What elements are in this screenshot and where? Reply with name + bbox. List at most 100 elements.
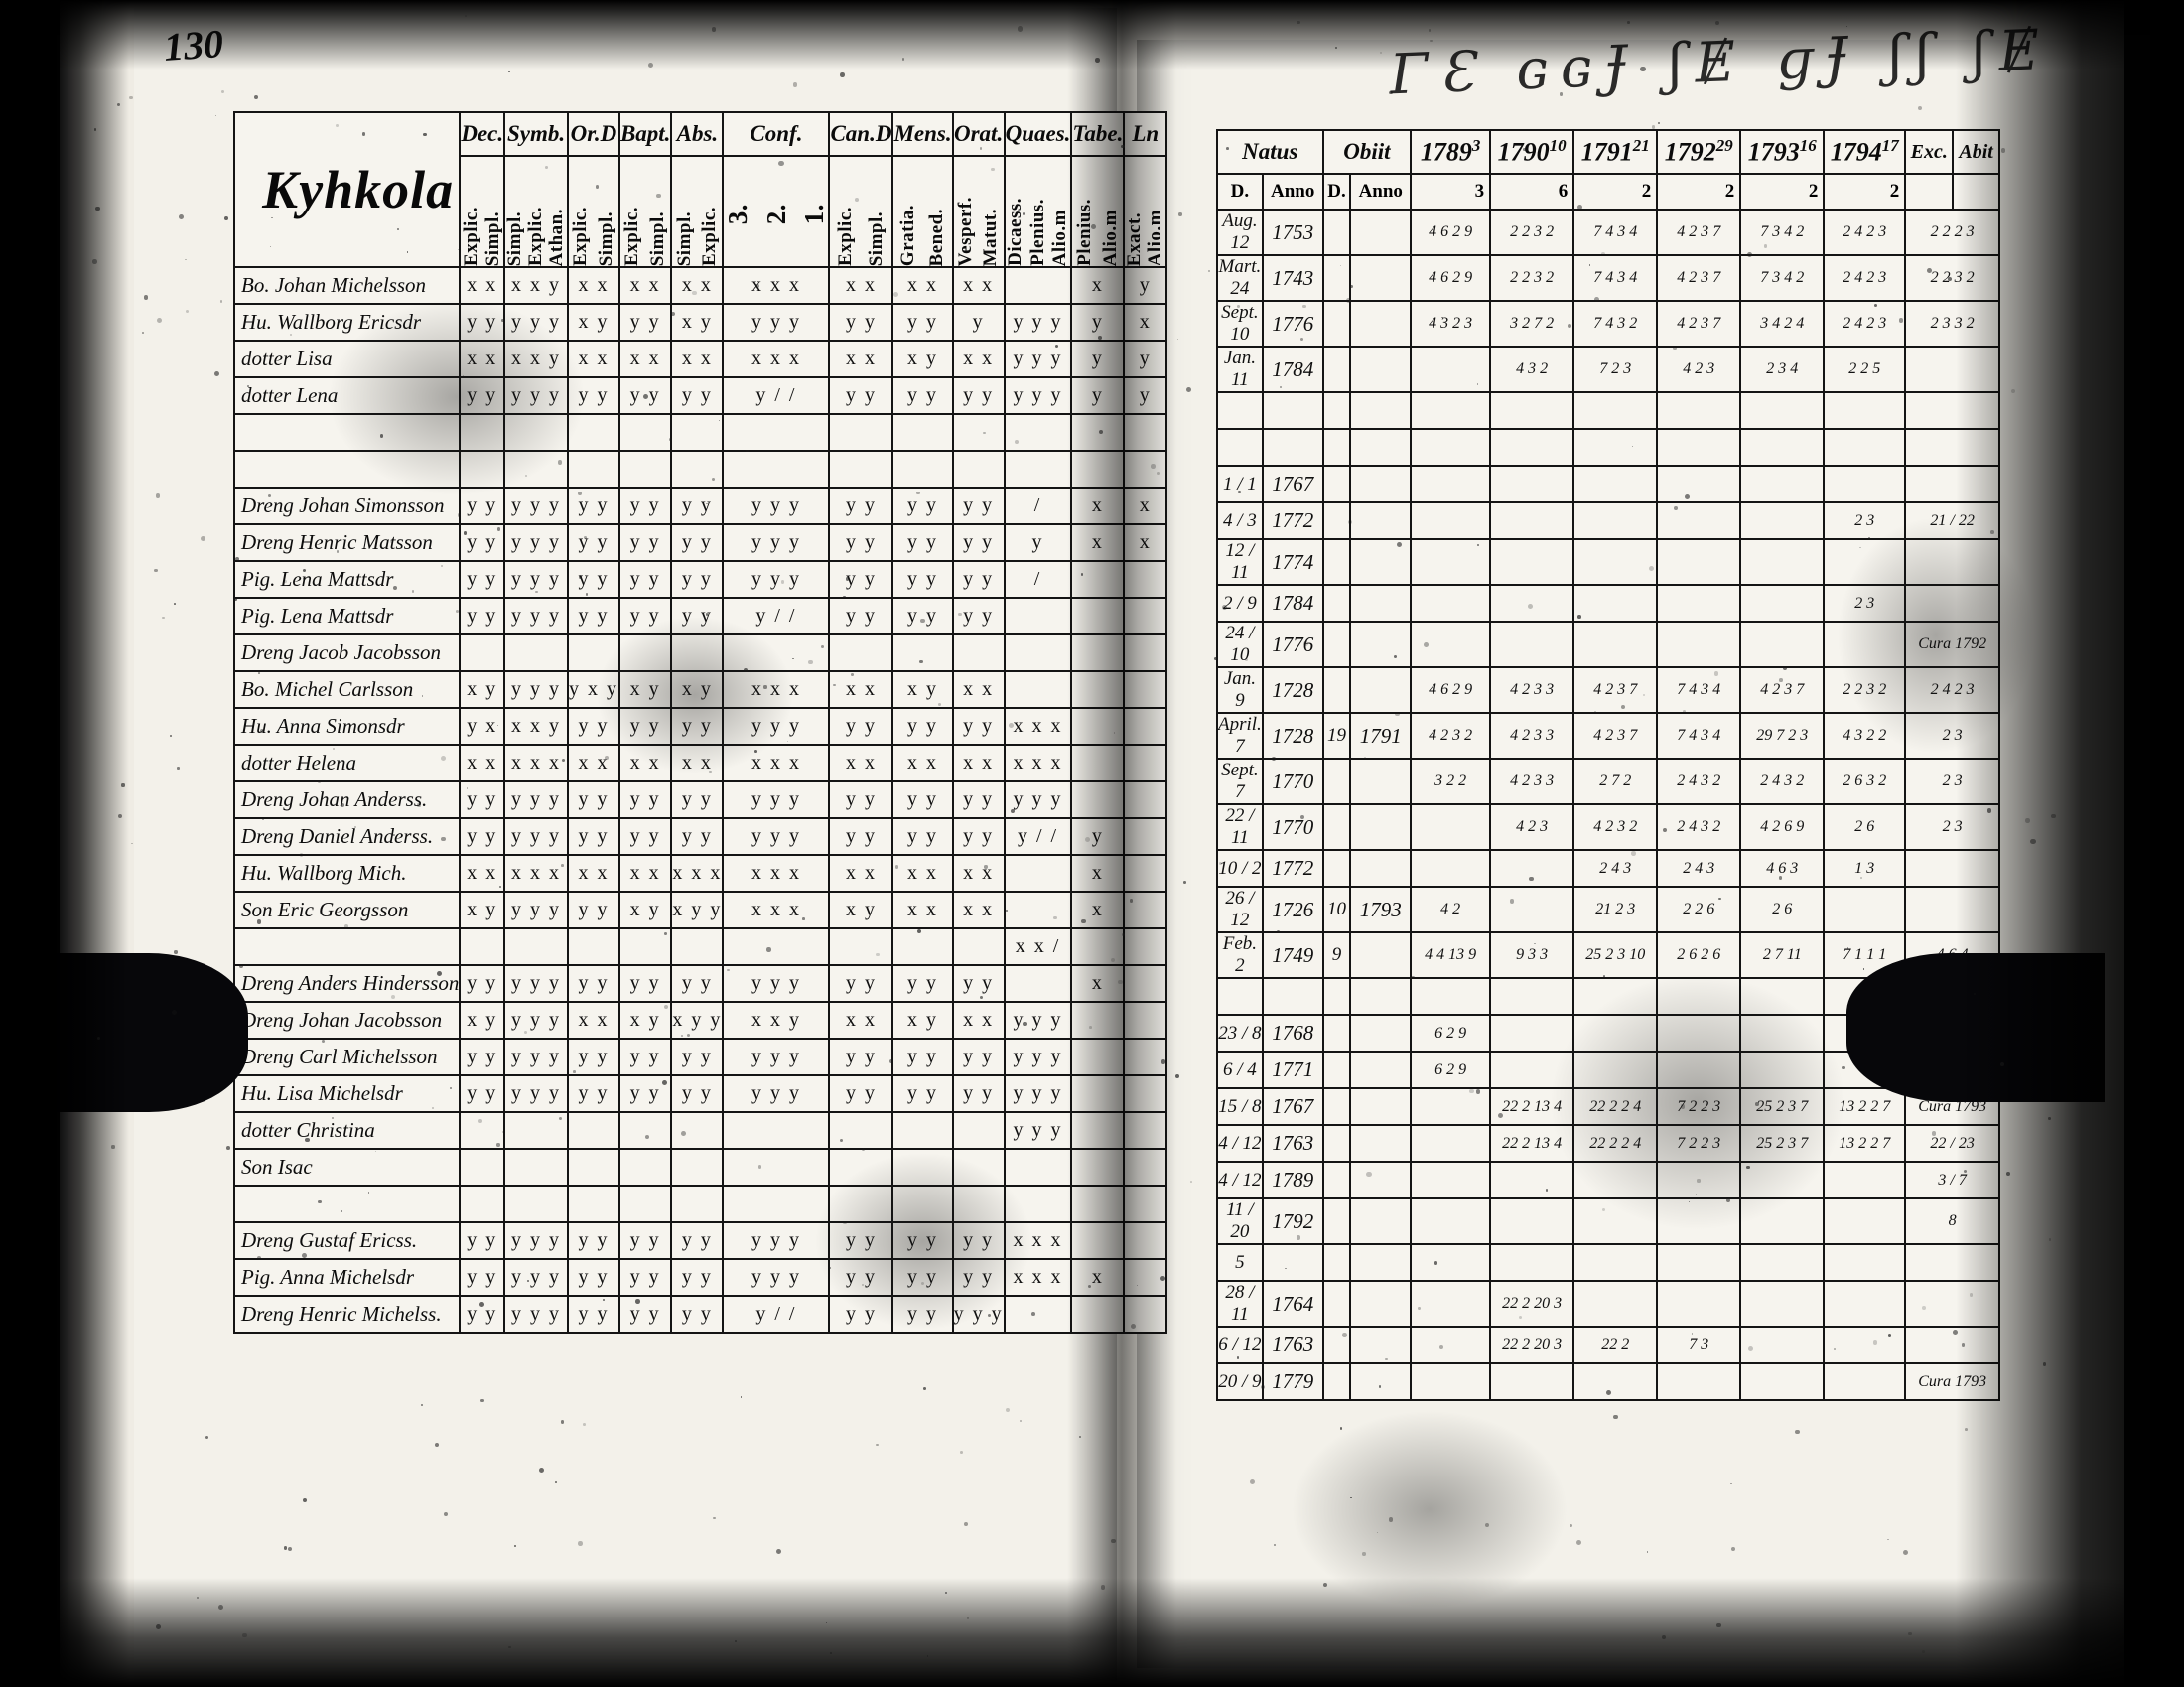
exc-abit-cell (1904, 584, 2000, 623)
year-mark-cell (1410, 1161, 1492, 1199)
table-row[interactable] (1216, 428, 2000, 467)
exc-abit-cell (1904, 1014, 2000, 1053)
exc-abit-cell: 2 3 3 2 (1904, 300, 2000, 348)
attendance-mark-cell (1003, 413, 1073, 452)
attendance-mark-cell: y y (617, 1221, 673, 1260)
year-mark-cell: 4 4 13 9 (1410, 931, 1492, 979)
year-mark-cell: 4 6 2 9 (1410, 209, 1492, 256)
person-name-cell: Dreng Johan Simonsson (232, 487, 462, 525)
table-row[interactable]: Dreng Jacob Jacobsson (232, 633, 1168, 672)
table-row[interactable] (232, 450, 1168, 489)
table-row[interactable]: 6 / 4 1771 6 2 9 (1216, 1051, 2000, 1089)
subhdr-tabe: Plenius. Alio.m (1070, 155, 1126, 268)
table-row[interactable]: 1 / 1 1767 (1216, 465, 2000, 503)
table-row[interactable] (1216, 391, 2000, 430)
table-row[interactable]: 11 / 20 1792 8 (1216, 1197, 2000, 1245)
table-row[interactable]: 23 / 8 1768 6 2 9 (1216, 1014, 2000, 1053)
table-row[interactable]: 24 / 10 1776 Cura 1792 (1216, 621, 2000, 668)
subnote-1792: 2 (1656, 173, 1742, 211)
attendance-mark-cell: y (1070, 817, 1126, 856)
table-row[interactable]: 5 (1216, 1243, 2000, 1282)
year-mark-cell: 4 6 2 9 (1410, 254, 1492, 302)
year-mark-cell (1489, 391, 1575, 430)
year-mark-cell (1739, 501, 1826, 540)
birth-day-cell: 28 / 11 (1216, 1280, 1264, 1328)
attendance-mark-cell (1003, 891, 1073, 929)
birth-year-cell (1261, 977, 1324, 1016)
table-row[interactable]: 28 / 11 1764 22 2 20 3 (1216, 1280, 2000, 1328)
exc-abit-cell: 3 / 7 (1904, 1161, 2000, 1199)
table-row[interactable]: 2 / 9 1784 2 3 (1216, 584, 2000, 623)
table-row[interactable]: 4 / 3 1772 2 3 21 / 22 (1216, 501, 2000, 540)
year-mark-cell: 22 2 20 3 (1489, 1326, 1575, 1364)
death-year-cell (1349, 849, 1413, 888)
attendance-mark-cell: x x (566, 340, 620, 378)
attendance-mark-cell: x x (828, 340, 894, 378)
attendance-mark-cell: y y (566, 560, 620, 599)
attendance-mark-cell: y x (459, 707, 506, 746)
birth-day-cell: 4 / 12 (1216, 1161, 1264, 1199)
table-row[interactable]: 12 / 11 1774 (1216, 538, 2000, 586)
table-row[interactable]: x x / (232, 927, 1168, 966)
subnote-1791: 2 (1572, 173, 1659, 211)
year-mark-cell: 13 2 2 7 (1823, 1087, 1907, 1126)
attendance-mark-cell (722, 1148, 831, 1187)
table-row[interactable]: Son Isac (232, 1148, 1168, 1187)
table-row[interactable]: 4 / 12 1789 3 / 7 (1216, 1161, 2000, 1199)
attendance-mark-cell (1003, 1148, 1073, 1187)
table-row[interactable]: 20 / 9 1779 Cura 1793 (1216, 1362, 2000, 1401)
attendance-mark-cell: y y (670, 487, 725, 525)
table-row[interactable] (232, 1185, 1168, 1223)
table-row[interactable] (1216, 977, 2000, 1016)
subhdr-exc-blank (1904, 173, 1955, 211)
attendance-mark-cell: y y y (503, 1258, 569, 1297)
table-row[interactable]: dotter Christina y y y (232, 1111, 1168, 1150)
year-mark-cell (1572, 428, 1659, 467)
table-row[interactable] (232, 413, 1168, 452)
year-mark-cell (1489, 621, 1575, 668)
attendance-mark-cell: y y (951, 780, 1006, 819)
attendance-mark-cell: y y y (503, 560, 569, 599)
attendance-mark-cell: x (1070, 964, 1126, 1003)
birth-day-cell: Jan. 9 (1216, 666, 1264, 714)
attendance-mark-cell (566, 1185, 620, 1223)
attendance-mark-cell: y y (617, 523, 673, 562)
attendance-mark-cell (891, 927, 954, 966)
